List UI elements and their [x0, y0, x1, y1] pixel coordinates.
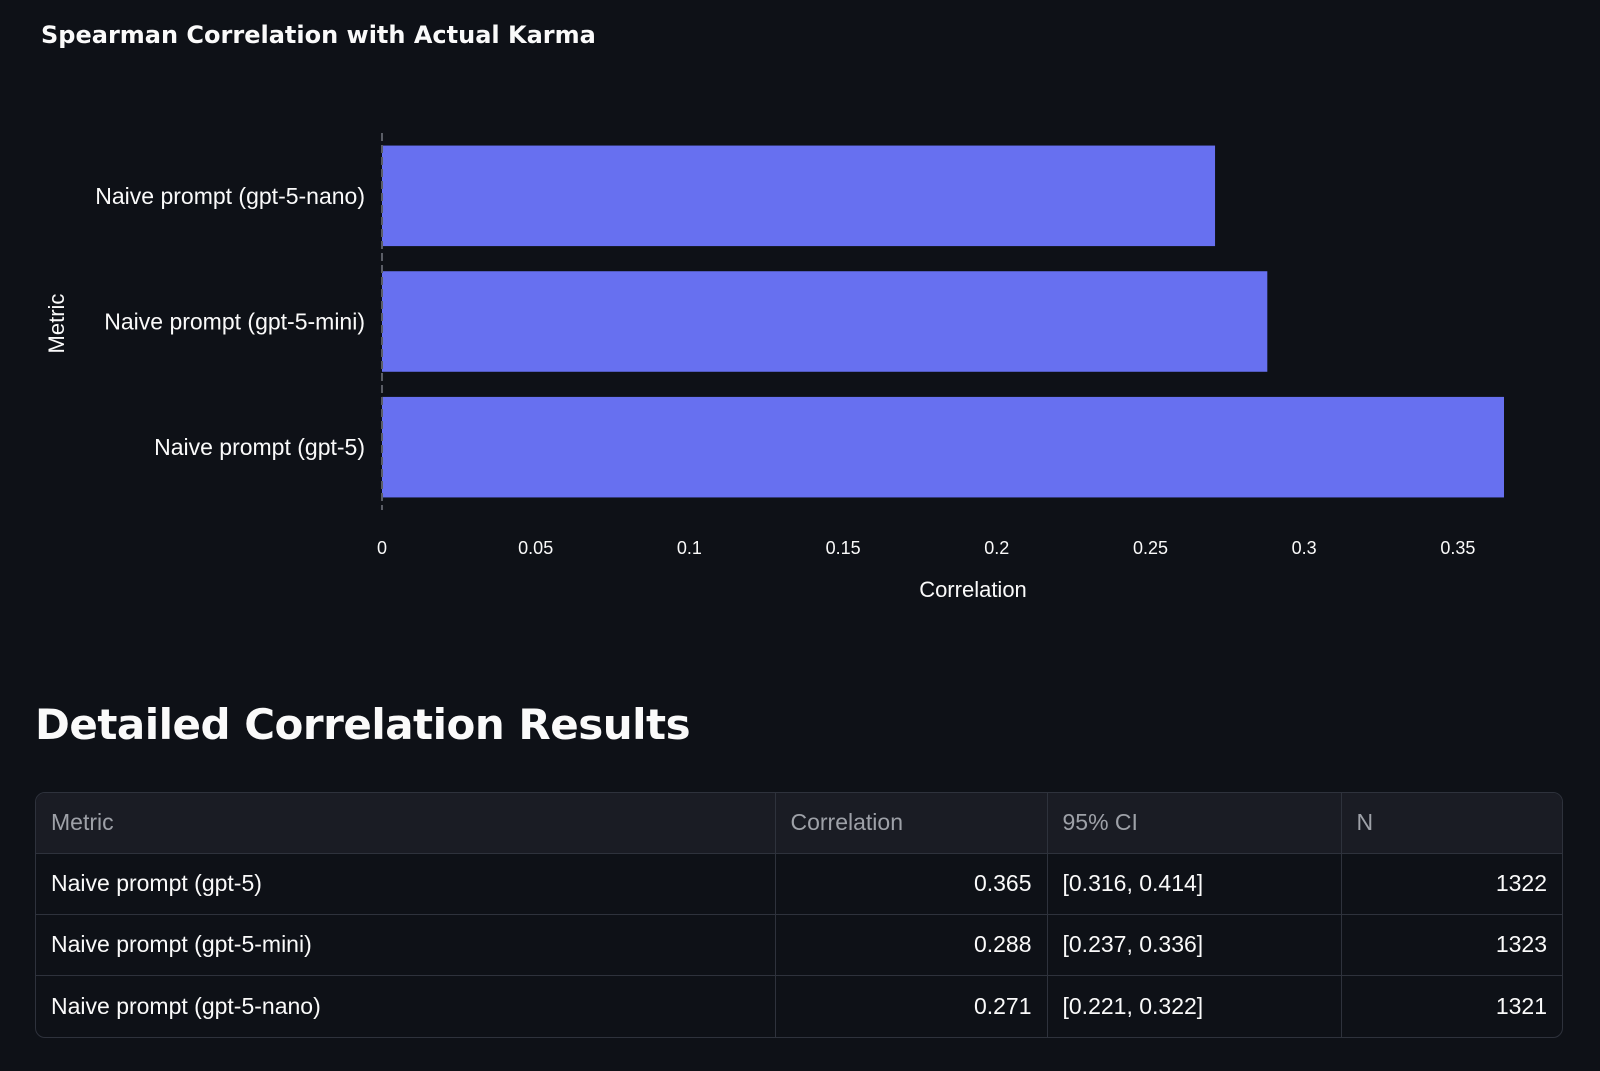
- cell-n[interactable]: 1323: [1341, 914, 1562, 977]
- cell-n[interactable]: 1322: [1341, 853, 1562, 915]
- x-tick-label: 0: [377, 538, 387, 558]
- correlation-bar-chart: Spearman Correlation with Actual Karma M…: [41, 21, 1504, 602]
- column-header-metric[interactable]: Metric: [36, 793, 776, 854]
- table-row[interactable]: Naive prompt (gpt-5-mini) 0.288 [0.237, …: [36, 914, 1562, 977]
- category-label: Naive prompt (gpt-5): [154, 434, 365, 460]
- x-tick-label: 0.15: [826, 538, 861, 558]
- chart-title: Spearman Correlation with Actual Karma: [41, 21, 596, 49]
- column-header-ci[interactable]: 95% CI: [1047, 793, 1342, 854]
- cell-metric[interactable]: Naive prompt (gpt-5): [36, 853, 776, 915]
- x-tick-label: 0.1: [677, 538, 702, 558]
- x-tick-label: 0.3: [1292, 538, 1317, 558]
- x-axis-ticks: 0 0.05 0.1 0.15 0.2 0.25 0.3 0.35: [377, 538, 1475, 558]
- table-row[interactable]: Naive prompt (gpt-5) 0.365 [0.316, 0.414…: [36, 853, 1562, 915]
- cell-n[interactable]: 1321: [1495, 993, 1547, 1020]
- y-axis-title: Metric: [44, 294, 69, 354]
- results-table[interactable]: Metric Correlation 95% CI N Naive prompt…: [35, 792, 1563, 1038]
- section-heading: Detailed Correlation Results: [35, 700, 691, 749]
- x-tick-label: 0.35: [1440, 538, 1475, 558]
- column-header-n[interactable]: N: [1341, 793, 1562, 854]
- bar[interactable]: [382, 145, 1216, 247]
- column-header-correlation[interactable]: Correlation: [775, 793, 1048, 854]
- cell-metric[interactable]: Naive prompt (gpt-5-nano): [36, 975, 776, 1037]
- table-header-row: Metric Correlation 95% CI N: [36, 793, 1562, 854]
- x-axis-title: Correlation: [919, 577, 1027, 602]
- category-labels: Naive prompt (gpt-5-nano) Naive prompt (g…: [95, 183, 365, 460]
- cell-ci[interactable]: [0.316, 0.414]: [1047, 853, 1342, 915]
- table-row[interactable]: Naive prompt (gpt-5-nano) 0.271 [0.221, …: [36, 975, 1562, 1037]
- cell-correlation[interactable]: 0.271: [775, 975, 1048, 1037]
- cell-metric[interactable]: Naive prompt (gpt-5-mini): [36, 914, 776, 977]
- category-label: Naive prompt (gpt-5-nano): [95, 183, 365, 209]
- x-tick-label: 0.25: [1133, 538, 1168, 558]
- cell-correlation[interactable]: 0.288: [775, 914, 1048, 977]
- cell-ci[interactable]: [0.237, 0.336]: [1047, 914, 1342, 977]
- x-tick-label: 0.05: [518, 538, 553, 558]
- bar[interactable]: [382, 271, 1268, 372]
- bars-group: [382, 145, 1504, 498]
- bar[interactable]: [382, 396, 1504, 498]
- cell-correlation[interactable]: 0.365: [775, 853, 1048, 915]
- cell-ci[interactable]: [0.221, 0.322]: [1047, 975, 1342, 1037]
- x-tick-label: 0.2: [984, 538, 1009, 558]
- category-label: Naive prompt (gpt-5-mini): [104, 309, 365, 335]
